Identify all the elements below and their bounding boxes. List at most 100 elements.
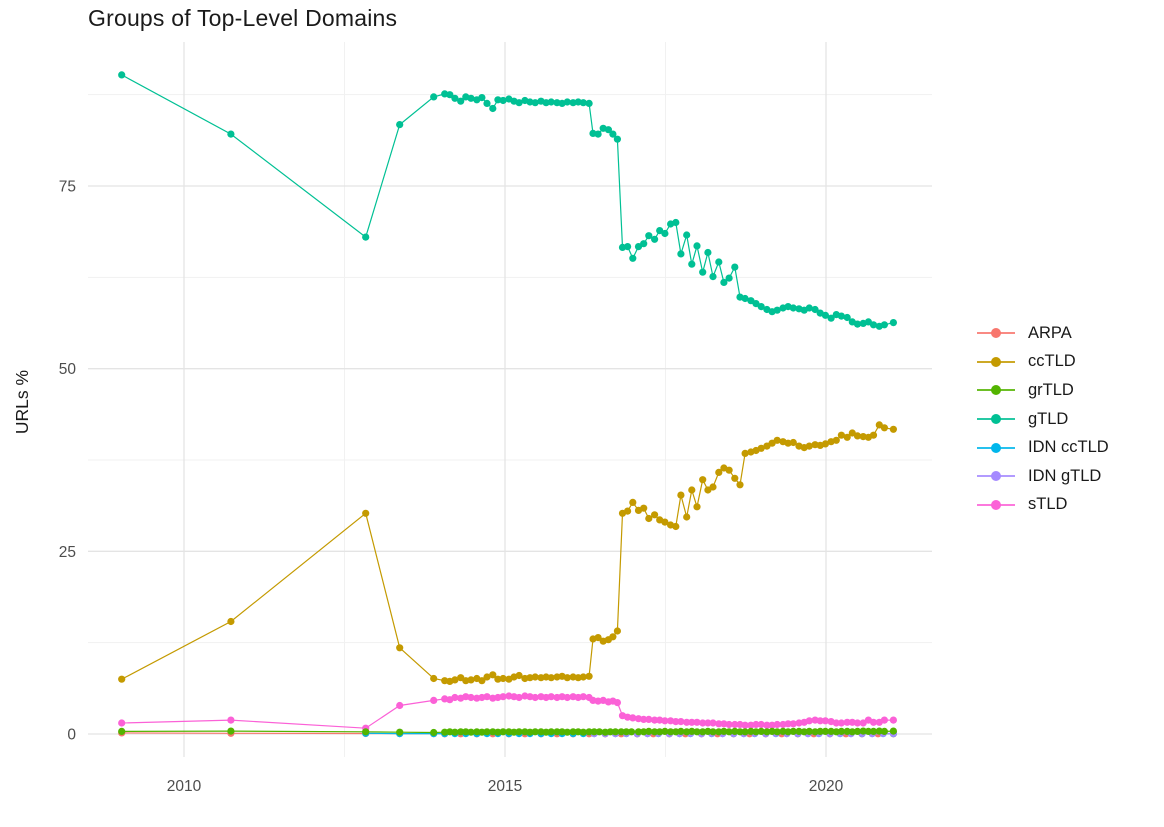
data-point	[553, 728, 561, 736]
data-point	[677, 718, 685, 726]
data-point	[853, 719, 862, 727]
data-point	[634, 728, 643, 736]
data-point	[585, 99, 593, 107]
data-point	[736, 728, 744, 736]
y-tick-label: 75	[59, 178, 76, 195]
data-point	[869, 727, 878, 736]
data-point	[693, 242, 701, 250]
data-point	[837, 431, 846, 439]
data-point	[499, 728, 507, 736]
data-point	[789, 438, 797, 447]
data-point	[640, 504, 648, 512]
data-point	[683, 231, 691, 239]
data-point	[629, 498, 637, 506]
data-point	[889, 716, 898, 724]
data-point	[688, 727, 696, 736]
data-point	[661, 229, 669, 238]
cctld-key-icon	[977, 355, 1015, 369]
data-point	[784, 720, 792, 728]
data-point	[816, 717, 824, 725]
data-point	[661, 727, 669, 736]
data-point	[827, 314, 835, 322]
data-point	[547, 674, 555, 682]
data-point	[709, 728, 717, 736]
data-point	[362, 728, 370, 736]
data-point	[677, 250, 685, 258]
data-point	[563, 674, 571, 682]
data-point	[869, 321, 878, 329]
data-point	[741, 721, 749, 729]
data-point	[645, 727, 653, 736]
gridlines	[88, 42, 932, 757]
data-point	[579, 673, 587, 681]
data-point	[805, 727, 813, 736]
data-point	[741, 728, 749, 736]
data-point	[880, 321, 889, 329]
data-point	[672, 218, 680, 227]
data-point	[693, 718, 701, 726]
data-point	[483, 693, 491, 701]
data-point	[688, 260, 696, 268]
data-point	[693, 728, 701, 736]
data-point	[704, 248, 712, 257]
data-point	[594, 634, 602, 642]
data-point	[736, 481, 744, 489]
data-point	[715, 468, 723, 476]
chart-title: Groups of Top-Level Domains	[88, 5, 398, 31]
data-point	[467, 676, 475, 684]
data-point	[773, 306, 781, 314]
data-point	[880, 716, 889, 724]
data-point	[789, 304, 797, 312]
data-point	[741, 294, 749, 303]
data-point	[595, 728, 604, 736]
data-point	[741, 449, 749, 457]
data-point	[677, 491, 685, 499]
data-point	[446, 91, 454, 99]
data-point	[725, 720, 733, 729]
data-point	[869, 431, 878, 439]
data-point	[515, 728, 523, 736]
data-point	[853, 320, 862, 328]
gtld-key-icon	[977, 412, 1015, 426]
data-point	[821, 727, 830, 736]
data-point	[227, 727, 235, 735]
data-point	[805, 442, 813, 450]
x-tick-label: 2020	[809, 778, 844, 795]
data-point	[585, 672, 593, 680]
data-point	[467, 728, 475, 736]
data-point	[515, 671, 523, 680]
data-point	[889, 319, 898, 327]
data-point	[859, 727, 867, 735]
data-point	[629, 254, 637, 262]
data-point	[757, 303, 765, 311]
data-point	[821, 717, 830, 725]
data-point	[784, 728, 792, 736]
data-point	[688, 718, 696, 726]
x-tick-label: 2010	[167, 778, 202, 795]
data-point	[827, 727, 835, 736]
series-cctld	[118, 421, 898, 686]
data-point	[651, 728, 659, 736]
data-point	[853, 432, 862, 440]
data-point	[752, 728, 760, 736]
data-point	[677, 727, 685, 736]
grtld-key-icon	[977, 383, 1015, 397]
data-point	[651, 716, 659, 724]
data-point	[645, 514, 653, 523]
data-point	[430, 696, 438, 705]
data-point	[752, 300, 760, 308]
data-point	[805, 717, 813, 725]
data-point	[731, 720, 739, 729]
legend-label: ARPA	[1028, 323, 1072, 342]
data-point	[720, 278, 728, 286]
data-point	[489, 104, 497, 113]
data-point	[563, 693, 571, 702]
legend-label: grTLD	[1028, 380, 1074, 399]
x-tick-label: 2015	[488, 778, 522, 795]
data-point	[396, 644, 404, 652]
y-axis-title: URLs %	[12, 370, 32, 434]
data-point	[731, 263, 739, 271]
data-point	[720, 727, 728, 736]
data-point	[478, 677, 486, 685]
